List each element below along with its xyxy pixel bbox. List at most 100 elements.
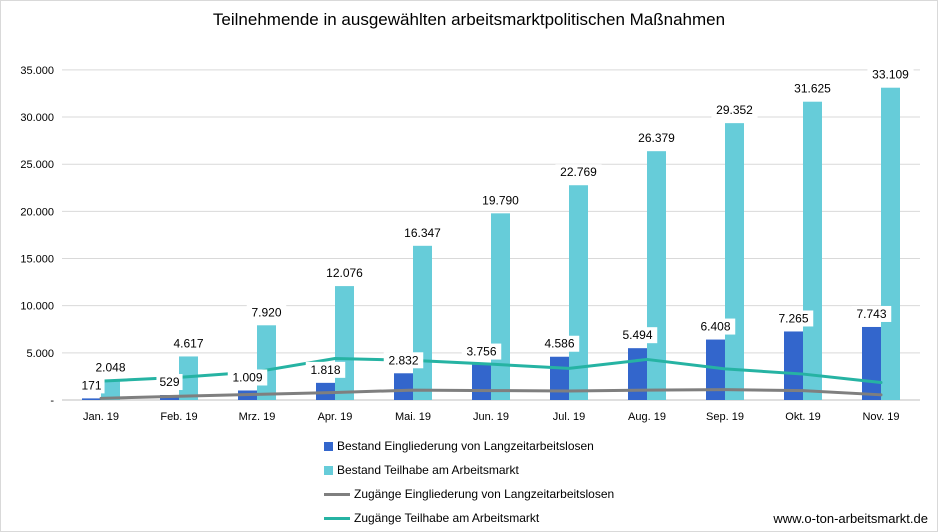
data-label: 2.048 [95,361,125,375]
data-label-background [246,304,287,321]
x-tick-label: Jan. 19 [83,411,119,423]
data-label: 4.586 [544,337,574,351]
data-label: 19.790 [482,193,519,207]
y-tick-label: 30.000 [20,112,54,124]
bar [881,87,900,400]
legend-item-zugaenge-eingliederung: Zugänge Eingliederung von Langzeitarbeit… [324,482,684,506]
data-label: 6.408 [700,320,730,334]
data-label-background [633,130,680,147]
x-tick-label: Jul. 19 [553,411,585,423]
bar [628,348,647,400]
y-tick-label: 10.000 [20,301,54,313]
data-label-background [383,352,424,369]
legend-swatch [324,465,333,475]
bar [257,325,276,400]
data-label-background [477,192,524,209]
y-tick-label: 5.000 [26,348,54,360]
data-label: 171 [81,378,101,392]
data-label: 1.009 [232,370,262,384]
x-tick-label: Nov. 19 [862,411,899,423]
y-tick-label: - [50,395,54,407]
bar [179,356,198,400]
x-tick-label: Aug. 19 [628,411,666,423]
y-tick-label: 35.000 [20,65,54,77]
y-tick-label: 15.000 [20,254,54,266]
data-label-background [851,305,892,322]
series-line [99,388,883,400]
data-label: 31.625 [794,82,831,96]
data-label: 1.818 [310,363,340,377]
data-label-background [78,377,105,394]
data-label-background [789,80,836,97]
data-label-background [539,335,580,352]
axes: - 5.000 10.000 15.000 20.000 25.000 30.000 35.0… [20,65,920,423]
legend-swatch [324,516,350,520]
data-label: 22.769 [560,165,597,179]
bar [803,101,822,400]
data-label: 7.920 [251,305,281,319]
data-label: 26.379 [638,131,675,145]
data-label: 7.743 [856,307,886,321]
data-label-background [321,265,368,282]
legend-item-bestand-teilhabe: Bestand Teilhabe am Arbeitsmarkt [324,458,684,482]
data-label: 16.347 [404,226,441,240]
data-label: 29.352 [716,103,753,117]
data-labels: 171 529 1.009 1.818 2.832 3.756 4.586 5.494 6.40… [78,66,914,394]
data-label-background [617,327,658,344]
bar [550,356,569,400]
bar [472,364,491,400]
data-label-background [555,164,602,181]
bar [862,326,881,400]
legend-label: Bestand Eingliederung von Langzeitarbeit… [337,439,594,453]
y-tick-label: 25.000 [20,159,54,171]
bar [491,213,510,400]
data-label-background [695,318,736,335]
x-tick-label: Sep. 19 [706,411,744,423]
data-label: 7.265 [778,311,808,325]
data-label-background [867,66,914,83]
x-tick-label: Apr. 19 [318,411,353,423]
data-label: 33.109 [872,68,909,82]
bar [335,286,354,400]
bar [82,398,101,400]
x-tick-label: Feb. 19 [160,411,197,423]
data-label: 2.832 [388,353,418,367]
legend-swatch [324,492,350,496]
legend: Bestand Eingliederung von Langzeitarbeit… [324,434,684,530]
bar [394,373,413,400]
chart-title: Teilnehmende in ausgewählten arbeitsmark… [212,10,726,29]
bar [101,380,120,400]
data-label-background [711,102,758,119]
x-tick-label: Mai. 19 [395,411,431,423]
legend-item-bestand-eingliederung: Bestand Eingliederung von Langzeitarbeit… [324,434,684,458]
legend-swatch [324,441,333,451]
legend-label: Bestand Teilhabe am Arbeitsmarkt [337,463,519,477]
source-url: www.o-ton-arbeitsmarkt.de [773,511,928,526]
data-label-background [168,335,209,352]
data-label-background [461,343,502,360]
data-label-background [227,369,268,386]
bar [706,339,725,400]
x-tick-label: Jun. 19 [473,411,509,423]
data-label-background [399,224,446,241]
data-label: 5.494 [622,328,652,342]
y-tick-label: 20.000 [20,206,54,218]
data-label-background [90,359,131,376]
data-label: 3.756 [466,345,496,359]
bar [784,331,803,400]
bar [725,123,744,400]
data-label-background [773,310,814,327]
data-label: 12.076 [326,266,363,280]
data-label-background [156,374,183,391]
data-label-background [305,361,346,378]
x-tick-label: Okt. 19 [785,411,820,423]
x-tick-label: Mrz. 19 [239,411,276,423]
legend-label: Zugänge Teilhabe am Arbeitsmarkt [354,511,540,525]
bar [413,245,432,400]
data-label: 4.617 [173,336,203,350]
data-label: 529 [159,375,179,389]
legend-item-zugaenge-teilhabe: Zugänge Teilhabe am Arbeitsmarkt [324,506,684,530]
legend-label: Zugänge Eingliederung von Langzeitarbeit… [354,487,615,501]
